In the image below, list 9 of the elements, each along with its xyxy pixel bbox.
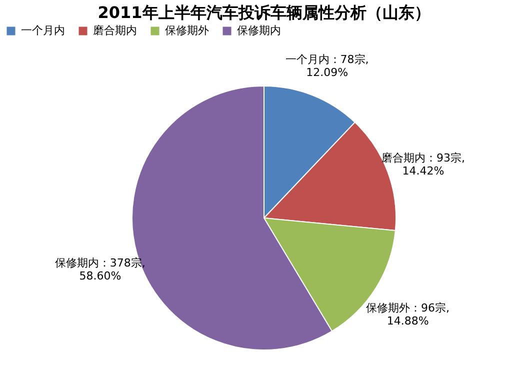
legend-label: 保修期外: [165, 24, 209, 37]
data-label: 一个月内：78宗, 12.09%: [285, 53, 369, 80]
legend-label: 一个月内: [21, 24, 65, 37]
data-label: 保修期外：96宗, 14.88%: [366, 302, 450, 328]
legend-label: 磨合期内: [93, 24, 137, 37]
chart-title: 2011年上半年汽车投诉车辆属性分析（山东）: [98, 3, 430, 22]
data-label: 磨合期内：93宗, 14.42%: [381, 151, 465, 178]
data-label: 保修期内：378宗, 58.60%: [54, 256, 146, 282]
legend-label: 保修期内: [237, 24, 281, 37]
